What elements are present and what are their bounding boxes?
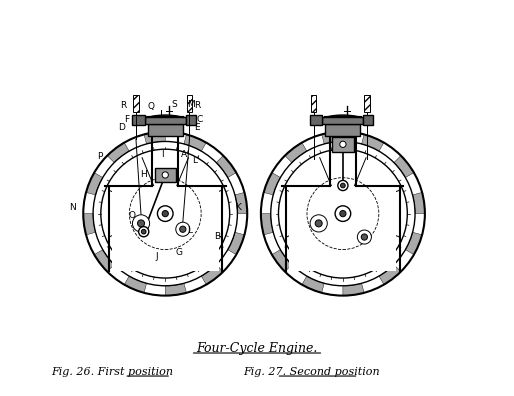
Polygon shape	[201, 265, 223, 285]
Text: R: R	[120, 101, 126, 110]
Polygon shape	[322, 131, 343, 144]
Text: J: J	[155, 251, 158, 261]
Circle shape	[138, 220, 144, 227]
Polygon shape	[261, 213, 273, 235]
Circle shape	[160, 209, 170, 218]
Bar	[112, 186, 219, 271]
Polygon shape	[413, 192, 425, 213]
Text: O: O	[128, 211, 135, 219]
Polygon shape	[264, 173, 281, 195]
Bar	[363, 115, 373, 125]
Circle shape	[315, 220, 322, 227]
Bar	[155, 168, 176, 183]
Bar	[145, 116, 186, 124]
Text: C: C	[196, 115, 203, 124]
Text: E: E	[194, 123, 200, 132]
Polygon shape	[343, 283, 364, 295]
Polygon shape	[324, 115, 361, 118]
Text: S: S	[171, 100, 177, 109]
Polygon shape	[379, 265, 401, 285]
Polygon shape	[146, 115, 184, 118]
Text: K: K	[235, 203, 242, 212]
Text: Four-Cycle Engine.: Four-Cycle Engine.	[196, 342, 318, 355]
Polygon shape	[184, 134, 206, 151]
Circle shape	[162, 172, 169, 178]
Circle shape	[133, 215, 150, 232]
Circle shape	[338, 209, 347, 218]
Polygon shape	[228, 232, 245, 255]
Polygon shape	[94, 250, 114, 272]
Bar	[310, 115, 322, 125]
Text: G: G	[175, 248, 182, 257]
Text: L': L'	[193, 156, 200, 165]
Circle shape	[361, 234, 368, 240]
Bar	[148, 124, 183, 136]
Text: A: A	[181, 150, 187, 159]
Polygon shape	[107, 143, 129, 163]
Text: M: M	[187, 100, 194, 109]
Circle shape	[357, 230, 372, 244]
Polygon shape	[216, 156, 236, 177]
Circle shape	[180, 226, 186, 232]
Polygon shape	[235, 192, 247, 213]
Text: Fig. 26. First position: Fig. 26. First position	[51, 367, 174, 377]
Polygon shape	[302, 276, 324, 293]
Polygon shape	[394, 156, 414, 177]
Circle shape	[155, 204, 175, 223]
Polygon shape	[124, 276, 146, 293]
Bar	[133, 95, 139, 112]
Circle shape	[157, 206, 173, 221]
Circle shape	[310, 215, 327, 232]
Bar	[311, 95, 316, 112]
Circle shape	[176, 222, 190, 236]
Polygon shape	[272, 250, 292, 272]
Text: F: F	[124, 115, 129, 124]
Polygon shape	[165, 283, 187, 295]
Polygon shape	[406, 232, 422, 255]
Text: I: I	[161, 150, 164, 159]
Text: P: P	[97, 152, 102, 161]
Polygon shape	[86, 173, 103, 195]
Bar	[186, 115, 195, 125]
Bar	[325, 124, 360, 136]
Circle shape	[162, 211, 169, 217]
Text: Q: Q	[148, 102, 155, 111]
Text: R: R	[194, 101, 201, 110]
Polygon shape	[83, 213, 96, 235]
Polygon shape	[144, 131, 165, 144]
Circle shape	[141, 229, 146, 234]
Bar	[187, 95, 192, 112]
Polygon shape	[361, 134, 384, 151]
Circle shape	[333, 204, 353, 223]
Bar	[331, 136, 355, 137]
Circle shape	[338, 181, 348, 190]
Text: N: N	[69, 203, 77, 212]
Circle shape	[340, 141, 346, 147]
Text: B: B	[214, 232, 220, 241]
Circle shape	[341, 183, 345, 188]
Bar	[332, 137, 354, 152]
Text: L: L	[187, 226, 192, 235]
Bar	[364, 95, 370, 112]
Bar	[322, 116, 363, 124]
Bar	[132, 115, 145, 125]
Circle shape	[335, 206, 351, 221]
Circle shape	[340, 211, 346, 217]
Text: D: D	[118, 123, 125, 132]
Circle shape	[139, 227, 149, 237]
Text: H: H	[140, 169, 146, 179]
Polygon shape	[285, 143, 307, 163]
Bar	[289, 186, 396, 271]
Text: Fig. 27. Second position: Fig. 27. Second position	[243, 367, 380, 377]
